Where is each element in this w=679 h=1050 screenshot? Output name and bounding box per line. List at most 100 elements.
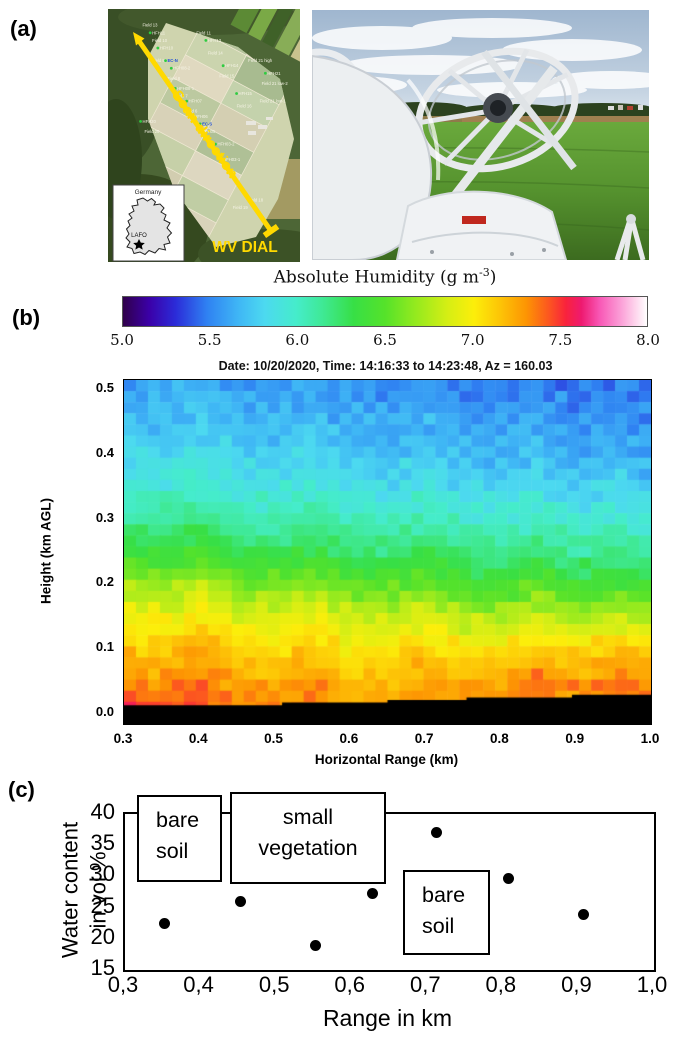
colorbar-tick-label: 6.5 [373,331,397,349]
y-tick [119,524,123,525]
x-tick [439,724,440,728]
colorbar-tick-label: 8.0 [636,331,660,349]
x-tick-top [529,381,530,385]
annotation-bare-soil-2: bare soil [403,870,490,955]
y-tick [116,387,123,388]
c-x-tick-top [462,814,464,819]
c-x-tick [235,963,237,968]
x-tick-top [175,381,176,385]
y-tick [119,705,123,706]
y-tick [119,459,123,460]
lidar-telescope [312,47,646,260]
x-tick-top [454,381,455,385]
x-tick [168,724,169,728]
x-tick-top [288,381,289,385]
y-tick-right [646,601,650,602]
x-tick [506,724,507,728]
water-content-scatter-plot [123,812,656,972]
scatter-y-tick-label: 15 [90,955,115,980]
c-y-tick-right [643,811,652,813]
y-tick [119,537,123,538]
y-tick-right [646,679,650,680]
scatter-y-tick-label: 35 [90,830,115,856]
y-tick [119,640,123,641]
x-tick [378,724,379,728]
y-tick-right [646,407,650,408]
x-tick-top [281,381,282,385]
x-tick-top [138,381,139,385]
y-tick-right [646,394,650,395]
station-marker [221,64,225,68]
x-tick [431,724,432,728]
map-label: HFH07 [189,99,203,104]
station-marker [263,71,267,75]
x-tick [123,724,124,731]
x-tick-top [153,381,154,385]
x-tick [235,724,236,728]
x-tick [476,724,477,728]
map-label: Field 6 [185,109,198,114]
y-tick [119,530,123,531]
x-tick [153,724,154,728]
x-tick [612,724,613,728]
x-tick-top [250,381,251,385]
x-tick-top [642,381,643,385]
x-tick-top [552,381,553,385]
x-tick [484,724,485,728]
y-tick [119,601,123,602]
x-tick-top [589,381,590,385]
y-tick [119,478,123,479]
x-tick-top [333,381,334,385]
x-tick [220,724,221,728]
c-x-tick [538,963,540,968]
instrument-photo-image [312,10,649,260]
heatmap-canvas [124,380,651,724]
x-tick-top [266,381,267,385]
y-tick-right [643,582,650,583]
x-tick-top [363,381,364,385]
x-tick-top [160,381,161,385]
map-label: HFH03-1 [223,157,241,162]
x-tick-top [228,381,229,385]
y-tick [116,452,123,453]
data-point [366,887,378,899]
x-tick-top [296,381,297,385]
x-tick-top [476,381,477,385]
y-tick [119,692,123,693]
scatter-x-tick-label: 0,6 [334,972,365,997]
x-tick [529,724,530,728]
y-tick-right [646,543,650,544]
y-tick-right [646,491,650,492]
c-y-tick-right [643,905,652,907]
y-tick [119,634,123,635]
x-tick-top [424,381,425,388]
y-tick-right [646,504,650,505]
c-x-tick [424,959,426,968]
y-tick-right [646,653,650,654]
colorbar-title: Absolute Humidity (g m-3) [273,266,497,288]
x-tick [386,724,387,728]
station-marker [204,38,208,42]
y-tick-right [646,413,650,414]
station-marker [139,119,142,123]
y-tick-right [643,517,650,518]
x-tick [552,724,553,728]
x-tick-top [567,381,568,385]
y-tick-right [646,686,650,687]
y-tick-right [643,452,650,453]
x-tick [228,724,229,728]
x-tick [650,724,651,731]
village [608,105,643,110]
x-tick [401,724,402,728]
map-label: Field 13 [143,23,159,28]
station-marker [169,66,173,70]
c-y-tick [125,842,134,844]
x-tick-top [130,381,131,385]
germany-inset-map: Germany LAFO [112,184,185,262]
scatter-x-tick-label: 0,3 [107,972,139,997]
germany-outline [125,197,173,256]
primary-dish [312,54,433,260]
aerial-map-image: Field 13 HFH11 Field 10 HFH10 Field 9 EC-N HFH… [108,9,300,262]
map-label: Field 21 low-2 [262,81,289,86]
y-tick-right [646,485,650,486]
